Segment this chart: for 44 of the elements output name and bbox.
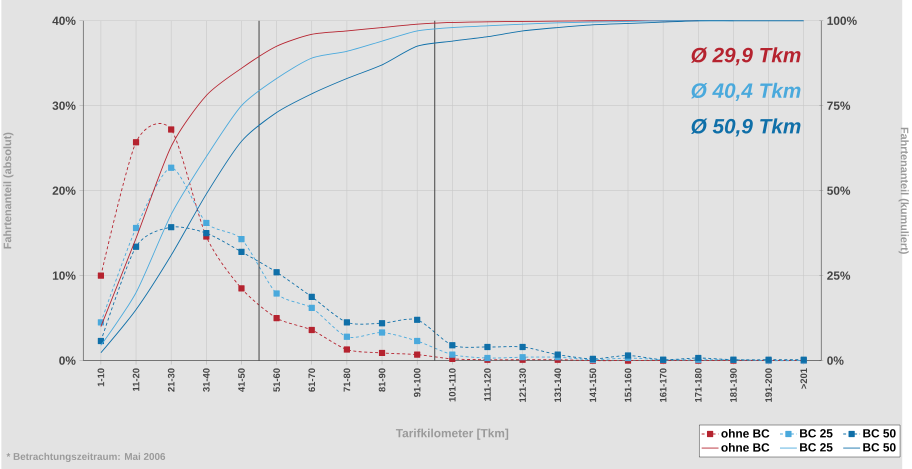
y2-tick-label: 50% [827, 186, 850, 195]
x-tick-label: 101-110 [448, 368, 456, 402]
annotation: Ø 50,9 Tkm [690, 118, 800, 136]
x-tick-label: 31-40 [202, 368, 210, 392]
legend-label: BC 50 [863, 443, 896, 452]
y-tick-label: 30% [52, 101, 76, 110]
x-tick-label: 61-70 [308, 368, 316, 392]
y-tick-label: 40% [52, 16, 76, 25]
x-tick-label: 81-90 [378, 368, 386, 392]
y2-tick-label: 75% [827, 101, 850, 110]
y-axis-title: Fahrtenanteil (absolut) [3, 132, 14, 248]
x-tick-label: 131-140 [554, 368, 562, 402]
x-tick-label: 151-160 [624, 368, 632, 402]
annotation: Ø 29,9 Tkm [690, 47, 800, 66]
x-tick-label: 11-20 [132, 368, 140, 391]
y-tick-label: 0% [59, 356, 76, 365]
y2-tick-label: 0% [827, 356, 844, 365]
legend-label: ohne BC [721, 428, 770, 438]
x-axis-title: Tarifkilometer [Tkm] [396, 428, 508, 440]
y-tick-label: 20% [52, 186, 76, 195]
x-tick-label: 111-120 [484, 368, 491, 401]
x-tick-label: 51-60 [273, 368, 280, 392]
x-tick-label: 21-30 [168, 368, 175, 392]
x-tick-label: 121-130 [519, 368, 526, 402]
x-tick-label: 141-150 [590, 368, 596, 402]
x-tick-label: 91-100 [414, 368, 420, 397]
x-tick-label: 41-50 [238, 368, 245, 392]
legend-label: BC 25 [800, 428, 833, 438]
x-tick-label: 71-80 [344, 368, 350, 392]
x-tick-label: 181-190 [730, 368, 737, 402]
y-tick-label: 10% [52, 271, 76, 280]
text: * Betrachtungszeitraum: Mai 2006 [6, 452, 166, 462]
x-tick-label: >201 [800, 368, 808, 389]
y2-tick-label: 25% [827, 271, 850, 280]
x-tick-label: 171-180 [694, 368, 702, 402]
legend-label: ohne BC [721, 442, 770, 452]
legend-label: BC 25 [800, 443, 833, 452]
legend-label: BC 50 [863, 428, 896, 438]
x-tick-label: 161-170 [660, 368, 666, 402]
x-tick-label: 1-10 [98, 368, 104, 386]
annotation: Ø 40,4 Tkm [690, 82, 800, 101]
x-tick-label: 191-200 [765, 368, 772, 402]
y2-axis-title: Fahrtenanteil (kumuliert) [898, 128, 909, 254]
y2-tick-label: 100% [828, 16, 857, 25]
